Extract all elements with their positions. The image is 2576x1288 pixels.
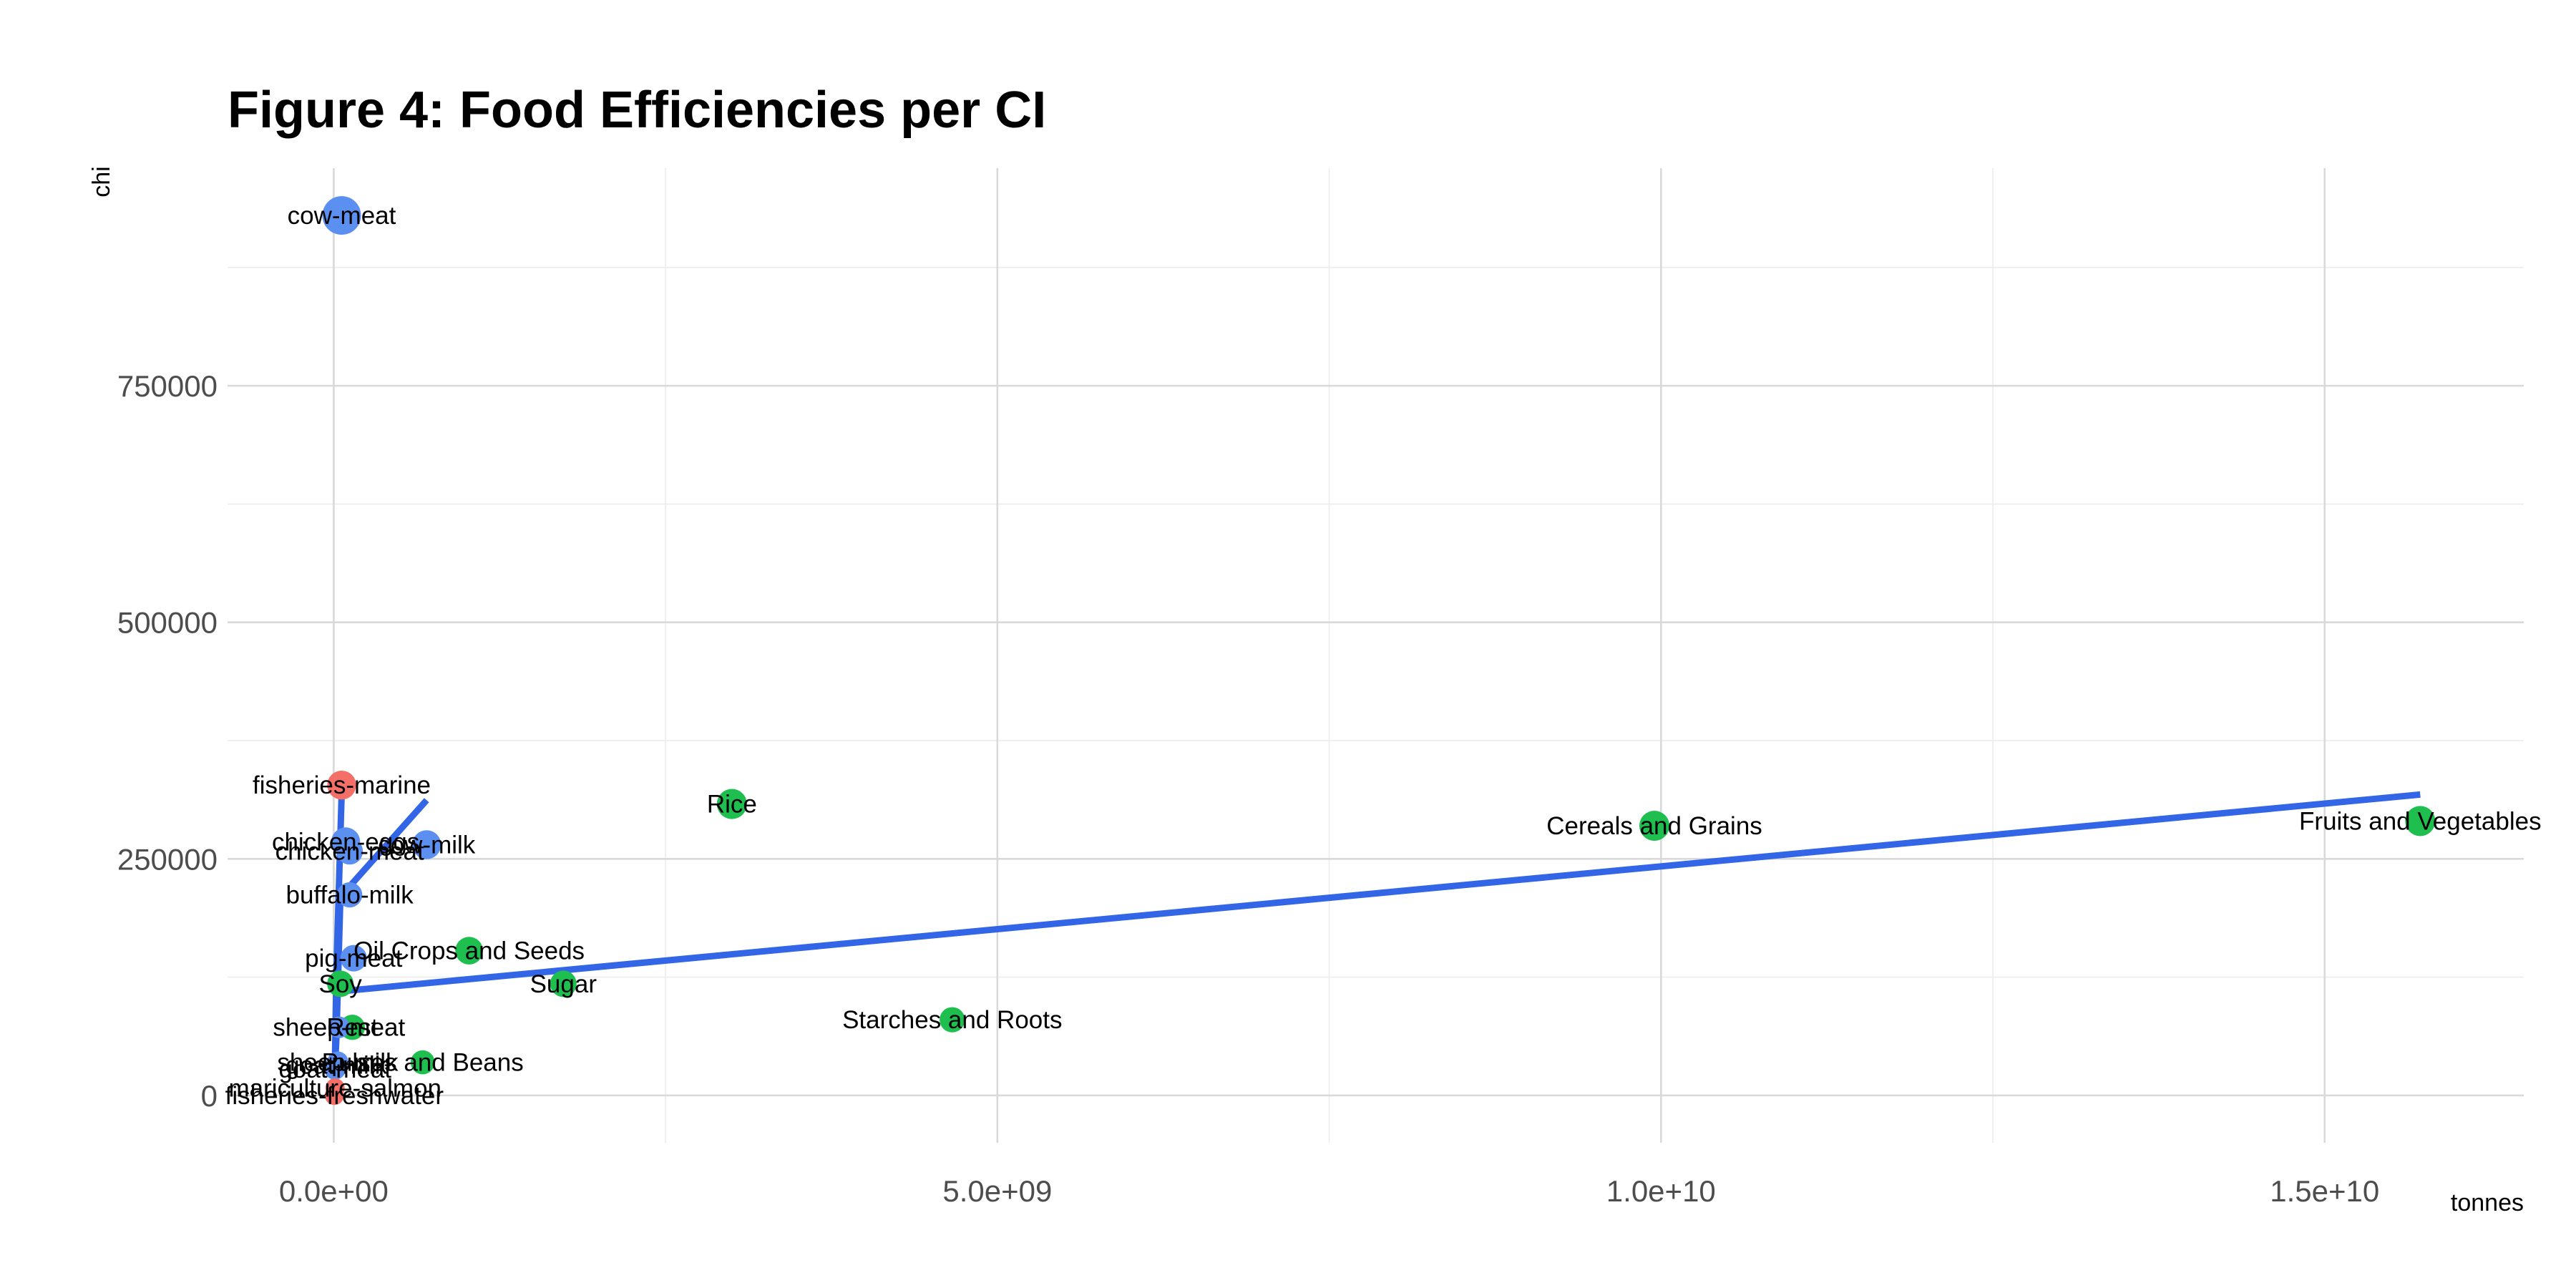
data-point — [327, 970, 354, 997]
trend-line-plant — [340, 791, 2421, 995]
data-point — [1639, 810, 1670, 841]
y-tick-label: 750000 — [117, 369, 218, 403]
x-tick-label: 5.0e+09 — [942, 1174, 1052, 1208]
data-point — [716, 789, 747, 819]
x-tick-label: 1.0e+10 — [1606, 1174, 1716, 1208]
point-label: pig-meat — [305, 945, 402, 972]
point-label: buffalo-milk — [286, 882, 414, 909]
y-tick-label: 500000 — [117, 606, 218, 640]
chart-title: Figure 4: Food Efficiencies per CI — [228, 82, 1046, 139]
grid — [228, 168, 2524, 1143]
point-label: Cereals and Grains — [1546, 812, 1762, 840]
y-axis-label: chi — [88, 166, 115, 197]
point-label: goat-meat — [278, 1055, 391, 1083]
data-point — [328, 1016, 350, 1038]
data-point — [340, 945, 367, 972]
point-label: fisheries-marine — [253, 771, 431, 799]
x-tick-label: 0.0e+00 — [279, 1174, 389, 1208]
point-label: cow-meat — [288, 202, 396, 230]
data-point — [940, 1007, 965, 1033]
point-label: Pulses and Beans — [322, 1049, 524, 1077]
point-label: goat-milk — [286, 1052, 387, 1080]
point-label: chicken-eggs — [272, 828, 419, 856]
y-tick-label: 0 — [201, 1079, 218, 1113]
data-points — [322, 196, 2436, 1106]
data-point — [2405, 806, 2436, 836]
point-label: chicken-meat — [275, 838, 424, 866]
data-point — [455, 937, 483, 965]
x-axis-label: tonnes — [2451, 1189, 2524, 1216]
point-label: Soy — [319, 970, 363, 998]
point-label: sheep-meat — [273, 1014, 405, 1042]
point-label: mariculture-salmon — [228, 1074, 441, 1102]
data-point — [324, 1058, 346, 1080]
axis-ticks: 0.0e+00 5.0e+09 1.0e+10 1.5e+10 0 250000 50000… — [117, 369, 2379, 1208]
data-point — [322, 196, 361, 235]
point-label: Oil Crops and Seeds — [353, 937, 585, 965]
data-point — [550, 970, 577, 997]
point-label: Fruits and Vegetables — [2299, 807, 2542, 835]
point-label: Sugar — [530, 970, 597, 998]
point-labels: cow-meat fisheries-marine chicken-eggscow-… — [225, 202, 2542, 1110]
trend-lines — [330, 791, 2421, 1096]
data-point — [336, 838, 364, 865]
point-label: cow-milk — [378, 831, 476, 859]
point-label: Starches and Roots — [842, 1006, 1062, 1034]
y-tick-label: 250000 — [117, 842, 218, 876]
point-label: fisheries-freshwater — [225, 1082, 444, 1110]
point-label: Rest — [326, 1014, 378, 1042]
data-point — [412, 830, 441, 859]
data-point — [324, 1085, 344, 1106]
data-point — [327, 770, 356, 800]
data-point — [337, 882, 363, 908]
data-point — [410, 1050, 435, 1075]
point-label: sheep-milk — [277, 1049, 399, 1077]
point-label: Rice — [707, 791, 757, 819]
x-tick-label: 1.5e+10 — [2270, 1174, 2379, 1208]
